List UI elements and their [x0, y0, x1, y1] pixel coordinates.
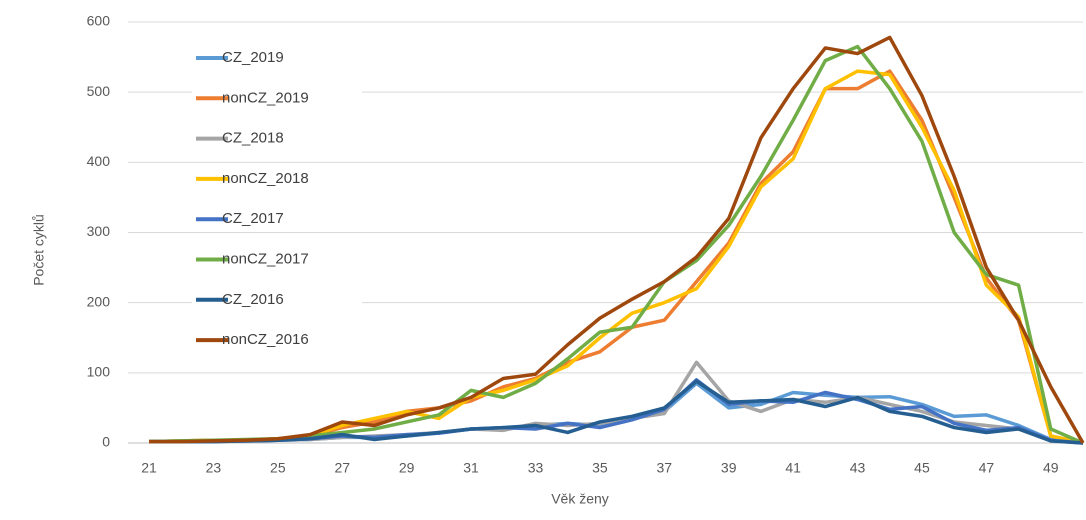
y-tick-label: 600 [87, 13, 111, 29]
legend-background [192, 47, 362, 69]
x-tick-label: 31 [463, 460, 479, 476]
legend-label: CZ_2017 [222, 210, 284, 227]
x-tick-label: 37 [657, 460, 673, 476]
y-axis-label: Počet cyklů [31, 214, 47, 286]
line-series [149, 379, 1084, 445]
x-tick-label: 25 [270, 460, 286, 476]
legend-label: CZ_2019 [222, 49, 284, 66]
legend-label: nonCZ_2017 [222, 250, 309, 267]
y-tick-label: 400 [87, 153, 111, 169]
line-series [149, 35, 1085, 444]
legend-label: CZ_2018 [222, 130, 284, 147]
y-tick-label: 0 [102, 434, 110, 450]
y-tick-label: 500 [87, 83, 111, 99]
x-tick-label: 23 [206, 460, 222, 476]
y-tick-label: 200 [87, 293, 111, 309]
y-tick-label: 300 [87, 223, 111, 239]
x-tick-label: 29 [399, 460, 415, 476]
x-tick-label: 27 [334, 460, 350, 476]
x-axis-label: Věk ženy [551, 491, 609, 507]
x-tick-label: 35 [592, 460, 608, 476]
x-tick-label: 41 [785, 460, 801, 476]
legend-label: nonCZ_2018 [222, 170, 309, 187]
legend-background [192, 127, 362, 150]
x-tick-label: 39 [721, 460, 737, 476]
line-series [149, 360, 1084, 445]
x-tick-label: 33 [528, 460, 544, 476]
x-tick-label: 47 [979, 460, 995, 476]
legend-background [192, 248, 362, 271]
line-series [149, 381, 1084, 445]
legend-label: nonCZ_2016 [222, 331, 309, 348]
x-tick-label: 45 [914, 460, 930, 476]
y-tick-label: 100 [87, 364, 111, 380]
legend-label: CZ_2016 [222, 291, 284, 308]
legend-background [192, 288, 362, 311]
legend-background [192, 167, 362, 190]
x-tick-label: 43 [850, 460, 866, 476]
legend-background [192, 87, 362, 110]
legend-label: nonCZ_2019 [222, 89, 309, 106]
x-tick-label: 49 [1043, 460, 1059, 476]
legend-background [192, 208, 362, 231]
legend-background [192, 329, 362, 352]
x-tick-label: 21 [141, 460, 157, 476]
